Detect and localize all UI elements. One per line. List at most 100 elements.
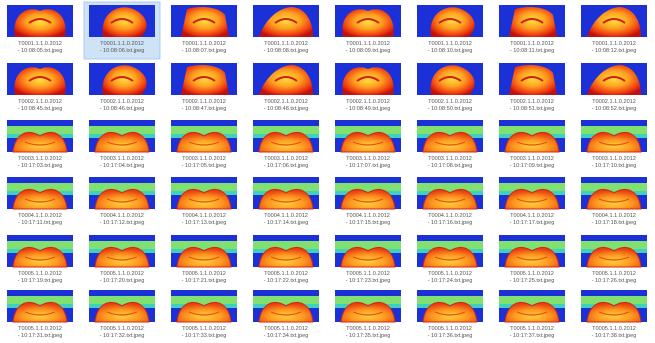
thumbnail[interactable]: T0001.1.1.0.2012- 10:08:10.txt.jpeg [417, 5, 483, 54]
caption-name: T0005.1.1.0.2012 [18, 326, 62, 332]
thumbnail[interactable]: T0001.1.1.0.2012- 10:08:09.txt.jpeg [335, 5, 401, 54]
thumbnail[interactable]: T0005.1.1.0.2012- 10:17:32.txt.jpeg [89, 290, 155, 339]
thumbnail[interactable]: T0004.1.1.0.2012- 10:17:12.txt.jpeg [89, 177, 155, 226]
thumbnail[interactable]: T0005.1.1.0.2012- 10:17:24.txt.jpeg [417, 235, 483, 284]
thermal-body [505, 190, 559, 209]
thumbnail[interactable]: T0005.1.1.0.2012- 10:17:38.txt.jpeg [581, 290, 647, 339]
caption-name: T0003.1.1.0.2012 [182, 156, 226, 162]
thumbnail[interactable]: T0004.1.1.0.2012- 10:17:18.txt.jpeg [581, 177, 647, 226]
thumbnail[interactable]: T0003.1.1.0.2012- 10:17:08.txt.jpeg [417, 120, 483, 169]
caption-time: - 10:17:25.txt.jpeg [510, 278, 555, 284]
caption-name: T0005.1.1.0.2012 [346, 271, 390, 277]
caption-time: - 10:08:47.txt.jpeg [182, 106, 227, 112]
thermal-body [259, 248, 313, 267]
thumbnail[interactable]: T0003.1.1.0.2012- 10:17:05.txt.jpeg [171, 120, 237, 169]
caption-name: T0003.1.1.0.2012 [346, 156, 390, 162]
caption-time: - 10:17:06.txt.jpeg [264, 163, 309, 169]
thumbnail[interactable]: T0001.1.1.0.2012- 10:08:06.txt.jpeg [84, 2, 160, 59]
caption-name: T0005.1.1.0.2012 [264, 326, 308, 332]
thumbnail[interactable]: T0005.1.1.0.2012- 10:17:23.txt.jpeg [335, 235, 401, 284]
thumbnail[interactable]: T0004.1.1.0.2012- 10:17:13.txt.jpeg [171, 177, 237, 226]
caption-name: T0004.1.1.0.2012 [182, 213, 226, 219]
thumbnail[interactable]: T0003.1.1.0.2012- 10:17:10.txt.jpeg [581, 120, 647, 169]
thumbnail[interactable]: T0005.1.1.0.2012- 10:17:20.txt.jpeg [89, 235, 155, 284]
thumbnail[interactable]: T0005.1.1.0.2012- 10:17:35.txt.jpeg [335, 290, 401, 339]
thumbnail[interactable]: T0005.1.1.0.2012- 10:17:25.txt.jpeg [499, 235, 565, 284]
thumbnail[interactable]: T0001.1.1.0.2012- 10:08:05.txt.jpeg [7, 5, 73, 54]
thumbnail[interactable]: T0005.1.1.0.2012- 10:17:33.txt.jpeg [171, 290, 237, 339]
thermal-body [13, 303, 67, 322]
thumbnail[interactable]: T0002.1.1.0.2012- 10:08:52.txt.jpeg [581, 63, 647, 112]
caption-time: - 10:17:08.txt.jpeg [428, 163, 473, 169]
thumbnail[interactable]: T0001.1.1.0.2012- 10:08:12.txt.jpeg [581, 5, 647, 54]
thumbnail[interactable]: T0001.1.1.0.2012- 10:08:11.txt.jpeg [499, 5, 565, 54]
caption-name: T0005.1.1.0.2012 [18, 271, 62, 277]
caption-time: - 10:17:31.txt.jpeg [18, 333, 63, 339]
thumbnail[interactable]: T0005.1.1.0.2012- 10:17:22.txt.jpeg [253, 235, 319, 284]
thumbnail[interactable]: T0002.1.1.0.2012- 10:08:50.txt.jpeg [417, 63, 483, 112]
thumbnail[interactable]: T0005.1.1.0.2012- 10:17:31.txt.jpeg [7, 290, 73, 339]
thumbnail[interactable]: T0005.1.1.0.2012- 10:17:37.txt.jpeg [499, 290, 565, 339]
thumbnail[interactable]: T0005.1.1.0.2012- 10:17:34.txt.jpeg [253, 290, 319, 339]
caption-time: - 10:17:32.txt.jpeg [100, 333, 145, 339]
caption-time: - 10:08:45.txt.jpeg [18, 106, 63, 112]
caption-name: T0005.1.1.0.2012 [428, 326, 472, 332]
caption-time: - 10:08:06.txt.jpeg [100, 48, 145, 54]
thumbnail[interactable]: T0002.1.1.0.2012- 10:08:51.txt.jpeg [499, 63, 565, 112]
caption-name: T0005.1.1.0.2012 [182, 326, 226, 332]
caption-time: - 10:17:20.txt.jpeg [100, 278, 145, 284]
caption-name: T0002.1.1.0.2012 [510, 99, 554, 105]
thumbnail[interactable]: T0001.1.1.0.2012- 10:08:08.txt.jpeg [253, 5, 319, 54]
thermal-body [259, 303, 313, 322]
thermal-body [423, 248, 477, 267]
thermal-body [177, 190, 231, 209]
thumbnail[interactable]: T0003.1.1.0.2012- 10:17:09.txt.jpeg [499, 120, 565, 169]
caption-time: - 10:17:18.txt.jpeg [592, 220, 637, 226]
thumbnail[interactable]: T0003.1.1.0.2012- 10:17:06.txt.jpeg [253, 120, 319, 169]
thumbnail[interactable]: T0002.1.1.0.2012- 10:08:45.txt.jpeg [7, 63, 73, 112]
thumbnail[interactable]: T0005.1.1.0.2012- 10:17:19.txt.jpeg [7, 235, 73, 284]
thermal-body [423, 133, 477, 152]
caption-time: - 10:17:37.txt.jpeg [510, 333, 555, 339]
thumbnail[interactable]: T0003.1.1.0.2012- 10:17:07.txt.jpeg [335, 120, 401, 169]
thumbnail[interactable]: T0003.1.1.0.2012- 10:17:03.txt.jpeg [7, 120, 73, 169]
caption-time: - 10:17:35.txt.jpeg [346, 333, 391, 339]
thermal-body [95, 190, 149, 209]
caption-time: - 10:17:15.txt.jpeg [346, 220, 391, 226]
caption-name: T0002.1.1.0.2012 [428, 99, 472, 105]
caption-name: T0004.1.1.0.2012 [592, 213, 636, 219]
thermal-body [505, 133, 559, 152]
thermal-body [587, 133, 641, 152]
thumbnail[interactable]: T0004.1.1.0.2012- 10:17:15.txt.jpeg [335, 177, 401, 226]
thumbnail[interactable]: T0003.1.1.0.2012- 10:17:04.txt.jpeg [89, 120, 155, 169]
thumbnail[interactable]: T0002.1.1.0.2012- 10:08:46.txt.jpeg [89, 63, 155, 112]
caption-name: T0002.1.1.0.2012 [346, 99, 390, 105]
thumbnail[interactable]: T0002.1.1.0.2012- 10:08:47.txt.jpeg [171, 63, 237, 112]
thermal-body [423, 190, 477, 209]
thumbnail[interactable]: T0004.1.1.0.2012- 10:17:11.txt.jpeg [7, 177, 73, 226]
caption-time: - 10:08:09.txt.jpeg [346, 48, 391, 54]
thumbnail[interactable]: T0004.1.1.0.2012- 10:17:14.txt.jpeg [253, 177, 319, 226]
caption-name: T0002.1.1.0.2012 [100, 99, 144, 105]
caption-name: T0001.1.1.0.2012 [428, 41, 472, 47]
thumbnail[interactable]: T0005.1.1.0.2012- 10:17:26.txt.jpeg [581, 235, 647, 284]
caption-time: - 10:17:03.txt.jpeg [18, 163, 63, 169]
thermal-body [423, 303, 477, 322]
caption-time: - 10:08:49.txt.jpeg [346, 106, 391, 112]
thumbnail[interactable]: T0005.1.1.0.2012- 10:17:21.txt.jpeg [171, 235, 237, 284]
thumbnail[interactable]: T0002.1.1.0.2012- 10:08:48.txt.jpeg [253, 63, 319, 112]
thermal-body [342, 9, 393, 37]
caption-time: - 10:17:05.txt.jpeg [182, 163, 227, 169]
thumbnail[interactable]: T0002.1.1.0.2012- 10:08:49.txt.jpeg [335, 63, 401, 112]
thumbnail[interactable]: T0001.1.1.0.2012- 10:08:07.txt.jpeg [171, 5, 237, 54]
thumbnail[interactable]: T0004.1.1.0.2012- 10:17:17.txt.jpeg [499, 177, 565, 226]
caption-time: - 10:08:46.txt.jpeg [100, 106, 145, 112]
caption-name: T0001.1.1.0.2012 [346, 41, 390, 47]
thermal-body [505, 303, 559, 322]
thermal-body [13, 190, 67, 209]
caption-name: T0005.1.1.0.2012 [510, 326, 554, 332]
thumbnail[interactable]: T0004.1.1.0.2012- 10:17:16.txt.jpeg [417, 177, 483, 226]
caption-name: T0005.1.1.0.2012 [100, 271, 144, 277]
thermal-body [95, 248, 149, 267]
thumbnail[interactable]: T0005.1.1.0.2012- 10:17:36.txt.jpeg [417, 290, 483, 339]
